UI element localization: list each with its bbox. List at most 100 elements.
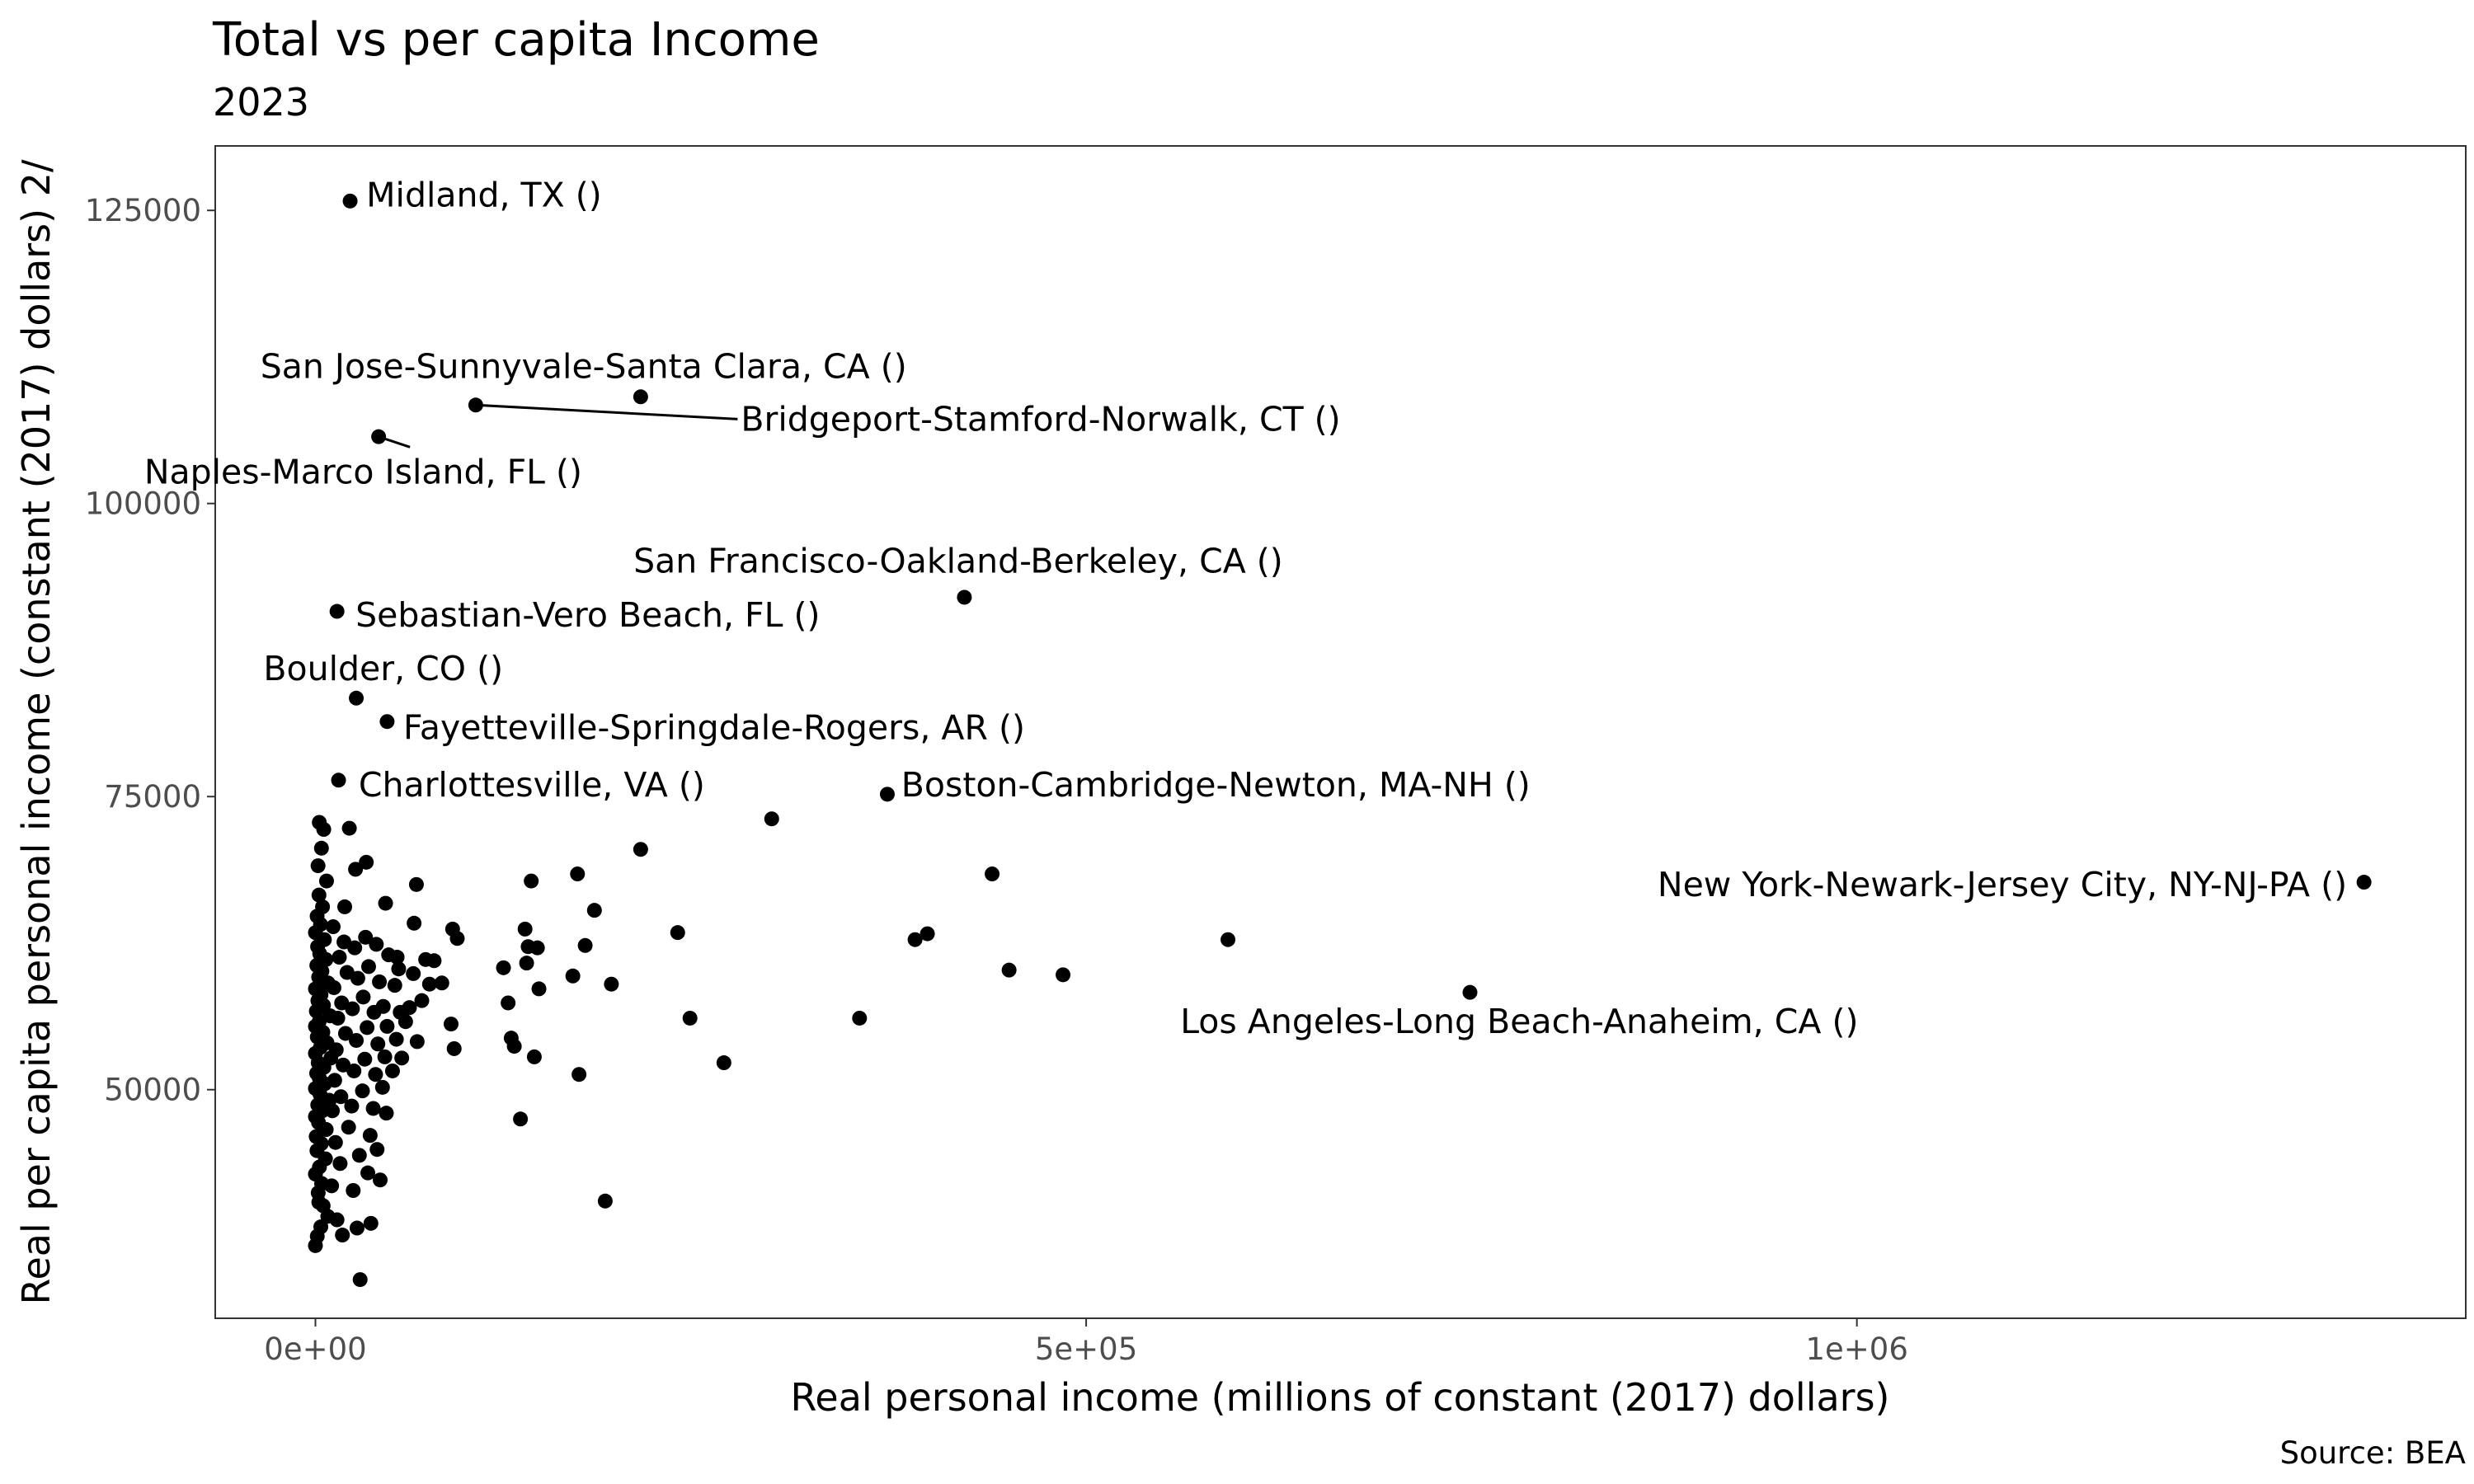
y-axis-title: Real per capita personal income (constan… bbox=[14, 159, 59, 1304]
data-point bbox=[308, 981, 323, 997]
data-point bbox=[327, 1134, 343, 1150]
data-point bbox=[335, 1228, 350, 1243]
data-point bbox=[368, 1067, 383, 1082]
point-label: Charlottesville, VA () bbox=[359, 765, 705, 805]
data-point bbox=[355, 1083, 370, 1099]
data-point bbox=[358, 929, 374, 945]
labeled-data-point bbox=[2356, 875, 2372, 890]
chart-title: Total vs per capita Income bbox=[212, 13, 820, 67]
data-point bbox=[907, 932, 923, 947]
labeled-data-point bbox=[379, 714, 395, 730]
data-point bbox=[369, 1142, 385, 1158]
data-point bbox=[315, 899, 331, 914]
data-point bbox=[326, 979, 341, 995]
data-point bbox=[604, 976, 619, 992]
data-point bbox=[344, 1098, 360, 1114]
data-point bbox=[852, 1010, 868, 1026]
data-point bbox=[318, 873, 334, 889]
x-tick-label: 0e+00 bbox=[264, 1331, 366, 1367]
data-point bbox=[377, 1049, 393, 1064]
data-point bbox=[597, 1193, 613, 1209]
chart-caption: Source: BEA bbox=[2280, 1435, 2466, 1471]
data-point bbox=[414, 993, 430, 1008]
data-point bbox=[506, 1039, 522, 1054]
data-point bbox=[346, 1063, 362, 1078]
data-point bbox=[373, 1172, 388, 1188]
y-tick-label: 125000 bbox=[85, 193, 201, 228]
y-tick-label: 75000 bbox=[104, 779, 201, 815]
data-point bbox=[384, 1063, 400, 1078]
data-point bbox=[402, 1000, 417, 1016]
data-point bbox=[434, 975, 449, 991]
labeled-data-point bbox=[1462, 984, 1478, 1000]
data-point bbox=[496, 960, 511, 975]
labeled-data-point bbox=[342, 193, 358, 209]
data-point bbox=[352, 1272, 368, 1288]
data-point bbox=[565, 968, 581, 984]
data-point bbox=[716, 1055, 731, 1071]
data-point bbox=[324, 1178, 340, 1194]
data-point bbox=[1056, 967, 1071, 983]
data-point bbox=[1001, 962, 1017, 978]
data-point bbox=[408, 876, 424, 892]
y-tick-label: 50000 bbox=[104, 1073, 201, 1108]
data-point bbox=[311, 887, 327, 903]
x-axis: 0e+00 5e+05 1e+06 bbox=[264, 1318, 1908, 1367]
data-point bbox=[571, 1067, 587, 1082]
point-label: Boston-Cambridge-Newton, MA-NH () bbox=[901, 765, 1531, 805]
data-point bbox=[346, 1183, 361, 1199]
data-point bbox=[330, 1010, 346, 1026]
data-point bbox=[409, 1034, 425, 1050]
data-point bbox=[529, 940, 545, 956]
point-label: Midland, TX () bbox=[366, 176, 602, 215]
labeled-data-point bbox=[331, 773, 346, 788]
label-leader-lines bbox=[378, 403, 738, 448]
data-point bbox=[426, 953, 442, 969]
data-point bbox=[379, 1106, 394, 1121]
data-points bbox=[308, 193, 2372, 1288]
labeled-data-point bbox=[879, 787, 895, 802]
data-point bbox=[397, 1014, 413, 1030]
point-label: Los Angeles-Long Beach-Anaheim, CA () bbox=[1180, 1002, 1858, 1041]
data-point bbox=[328, 1042, 344, 1058]
data-point bbox=[378, 895, 393, 911]
y-axis: 50000 75000 100000 125000 bbox=[85, 193, 215, 1108]
data-point bbox=[355, 989, 371, 1005]
data-point bbox=[360, 1020, 375, 1036]
data-point bbox=[345, 1001, 360, 1017]
labeled-data-point bbox=[371, 429, 387, 444]
data-point bbox=[586, 903, 602, 918]
data-point bbox=[357, 1051, 373, 1067]
data-point bbox=[920, 926, 935, 942]
data-point bbox=[394, 1050, 410, 1066]
data-point bbox=[332, 950, 347, 965]
data-point bbox=[363, 1215, 379, 1231]
x-axis-title: Real personal income (millions of consta… bbox=[791, 1375, 1890, 1420]
data-point bbox=[333, 1089, 349, 1105]
data-point bbox=[359, 854, 374, 870]
data-point bbox=[407, 915, 422, 931]
labeled-data-point bbox=[957, 589, 972, 605]
data-point bbox=[313, 840, 329, 856]
plot-panel bbox=[214, 145, 2467, 1319]
data-point bbox=[347, 940, 363, 956]
data-point bbox=[332, 1156, 348, 1172]
data-point bbox=[327, 1073, 342, 1088]
data-point bbox=[325, 1103, 341, 1119]
data-point bbox=[365, 1101, 381, 1116]
labeled-data-point bbox=[468, 397, 483, 413]
data-point bbox=[349, 1220, 365, 1236]
data-point bbox=[388, 1031, 404, 1047]
data-point bbox=[1221, 932, 1236, 947]
data-point bbox=[362, 1128, 378, 1144]
data-point bbox=[349, 1032, 365, 1048]
data-point bbox=[341, 820, 357, 836]
data-point bbox=[682, 1010, 698, 1026]
data-point bbox=[577, 937, 593, 953]
data-point bbox=[389, 950, 405, 965]
data-point bbox=[379, 1018, 395, 1034]
data-point bbox=[387, 978, 402, 993]
point-label: New York-Newark-Jersey City, NY-NJ-PA () bbox=[1658, 865, 2347, 904]
data-point bbox=[312, 815, 327, 830]
